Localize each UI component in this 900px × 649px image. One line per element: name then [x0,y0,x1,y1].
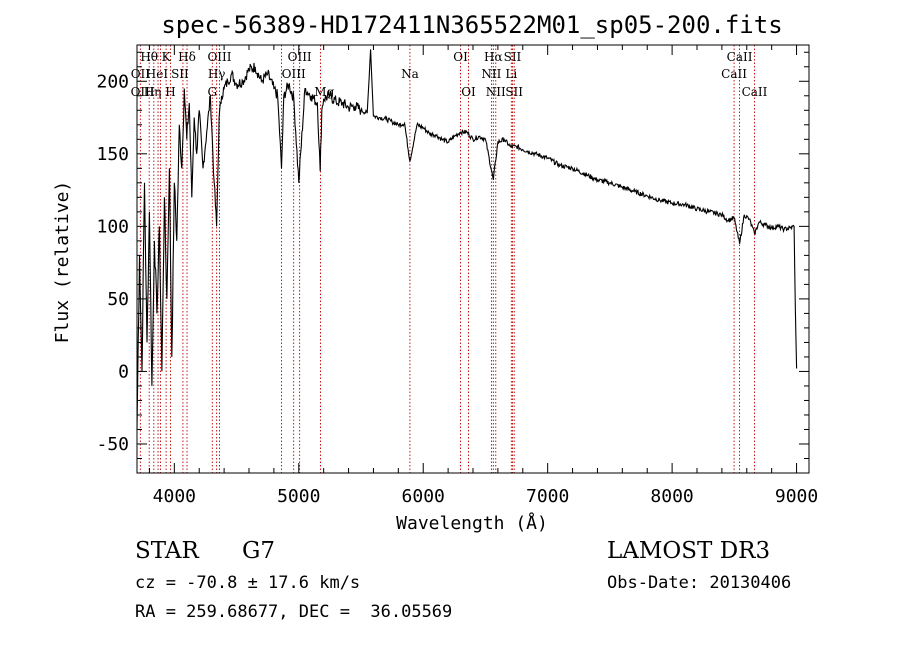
x-tick-label-3: 7000 [526,486,569,507]
x-tick-label-1: 5000 [277,486,320,507]
y-tick-label-2: 50 [107,289,129,310]
object-class: STAR [135,538,199,564]
line-label-26: CaII [742,85,768,99]
object-subclass: G7 [242,538,276,564]
line-label-3: K [162,50,172,64]
spectrum-line [136,49,798,430]
y-tick-label-1: 0 [118,361,129,382]
line-label-15: Na [401,67,419,81]
x-axis-label: Wavelength (Å) [396,512,548,534]
line-label-23: SII [505,85,523,99]
line-label-5: Hη [144,85,162,99]
line-label-6: H [165,85,175,99]
plot-frame [136,44,810,474]
line-label-20: NII [481,67,501,81]
obs-date-text: Obs-Date: 20130406 [607,573,792,593]
line-label-11: G [207,85,217,99]
axes: 4000 5000 6000 7000 8000 9000 -50 0 50 100 150 200 [96,45,818,507]
line-label-24: CaII [727,50,753,64]
y-axis-label: Flux (relative) [52,181,73,344]
line-label-12: OIII [288,50,312,64]
line-label-25: CaII [721,67,747,81]
x-tick-label-2: 6000 [402,486,445,507]
y-tick-label-3: 100 [96,216,129,237]
line-label-18: Hα [484,50,503,64]
spectrum-chart: spec-56389-HD172411N365522M01_sp05-200.f… [52,11,818,534]
line-label-21: Li [505,67,517,81]
line-label-4: HeI [146,67,169,81]
y-tick-label-4: 150 [96,144,129,165]
x-tick-label-4: 8000 [650,486,693,507]
line-label-8: SII [171,67,189,81]
line-label-17: OI [461,85,476,99]
line-label-9: OIII [207,50,231,64]
x-tick-label-0: 4000 [153,486,196,507]
coordinates-text: RA = 259.68677, DEC = 36.05569 [135,602,453,622]
x-tick-label-5: 9000 [775,486,818,507]
line-label-16: OI [453,50,468,64]
line-label-22: NII [486,85,506,99]
y-tick-label-0: -50 [96,434,129,455]
y-tick-label-5: 200 [96,71,129,92]
line-label-19: SII [504,50,522,64]
line-label-1: OII [131,67,151,81]
spectral-line-markers [139,45,755,473]
line-label-7: Hδ [178,50,196,64]
redshift-text: cz = -70.8 ± 17.6 km/s [135,573,361,593]
survey-name: LAMOST DR3 [607,538,771,564]
line-label-0: Hθ [140,50,158,64]
line-label-13: OIII [282,67,306,81]
chart-title: spec-56389-HD172411N365522M01_sp05-200.f… [161,11,782,39]
line-label-10: Hγ [208,67,226,81]
